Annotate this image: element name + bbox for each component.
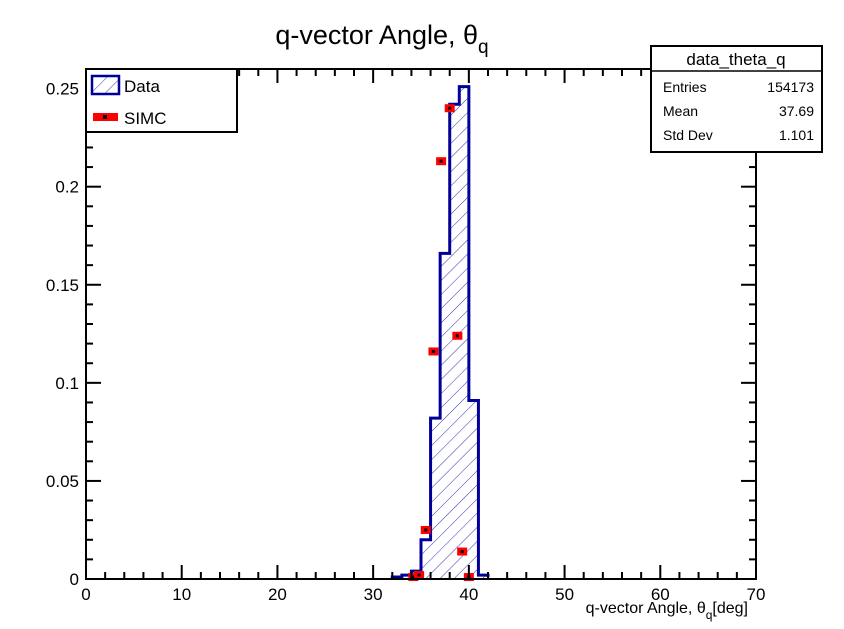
stats-stddev-value: 1.101 (779, 127, 814, 143)
x-tick-label: 30 (364, 585, 383, 604)
simc-point-center (455, 334, 459, 338)
data-bin (478, 575, 488, 579)
data-histogram-outline (390, 85, 490, 579)
simc-point-center (424, 528, 428, 532)
legend-data-swatch (90, 74, 121, 96)
data-bin (449, 104, 460, 580)
legend-simc-marker (103, 115, 107, 119)
data-bin (401, 575, 412, 579)
y-tick-label: 0.15 (46, 276, 79, 295)
data-bin (468, 400, 479, 579)
stats-title: data_theta_q (686, 50, 785, 69)
y-tick-label: 0.05 (46, 472, 79, 491)
data-bin (421, 539, 431, 579)
data-bin (430, 418, 441, 579)
x-tick-label: 10 (172, 585, 191, 604)
data-histogram (390, 85, 490, 580)
stats-mean-value: 37.69 (779, 103, 814, 119)
x-axis-label: q-vector Angle, θq[deg] (586, 600, 748, 622)
stats-entries-label: Entries (663, 79, 707, 95)
y-tick-label: 0 (70, 570, 79, 589)
stats-frame (650, 45, 823, 153)
data-bin (440, 253, 450, 579)
x-tick-label: 50 (555, 585, 574, 604)
legend-data-label: Data (124, 77, 160, 96)
simc-point-center (448, 106, 452, 110)
simc-point-center (431, 349, 435, 353)
y-tick-label: 0.2 (55, 178, 79, 197)
y-tick-label: 0.1 (55, 374, 79, 393)
stats-entries-value: 154173 (767, 79, 814, 95)
chart-title: q-vector Angle, θq (275, 20, 488, 58)
x-tick-label: 40 (459, 585, 478, 604)
legend-simc-label: SIMC (124, 109, 167, 128)
stats-mean-label: Mean (663, 103, 698, 119)
y-tick-label: 0.25 (46, 80, 79, 99)
simc-point-center (417, 573, 421, 577)
data-bin (459, 86, 469, 580)
y-axis: 0 0.05 0.1 0.15 0.2 0.25 (46, 68, 756, 589)
legend: Data SIMC (85, 68, 238, 133)
x-tick-label: 0 (81, 585, 90, 604)
x-tick-label: 60 (651, 585, 670, 604)
simc-point-center (411, 575, 415, 579)
stats-box: data_theta_q Entries 154173 Mean 37.69 S… (650, 45, 823, 153)
x-tick-label: 20 (268, 585, 287, 604)
stats-stddev-label: Std Dev (663, 127, 713, 143)
simc-point-center (439, 159, 443, 163)
simc-point-center (460, 550, 464, 554)
x-tick-label: 70 (747, 585, 766, 604)
